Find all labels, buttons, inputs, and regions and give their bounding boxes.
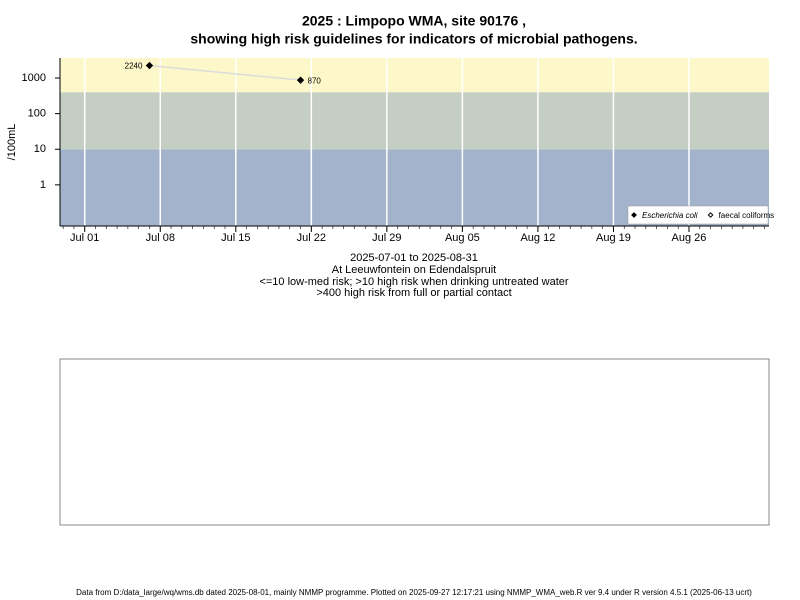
- x-tick-label: Jul 29: [372, 232, 401, 244]
- legend-marker: [631, 212, 637, 218]
- x-tick-label: Aug 19: [596, 232, 631, 244]
- x-tick-label: Jul 01: [70, 232, 99, 244]
- x-tick-label: Aug 12: [520, 232, 555, 244]
- y-tick-label: 1000: [22, 72, 46, 84]
- legend-label: Escherichia coli: [642, 211, 698, 220]
- note: >400 high risk from full or partial cont…: [316, 287, 511, 299]
- point: [145, 61, 154, 70]
- y-axis-label: /100mL: [6, 124, 18, 161]
- x-tick-label: Jul 22: [297, 232, 326, 244]
- legend-box: [627, 205, 769, 225]
- point: [296, 76, 305, 84]
- x-tick-label: Jul 15: [221, 232, 250, 244]
- legend-label: faecal coliforms: [719, 211, 775, 220]
- y-tick-label: 1: [40, 179, 46, 191]
- x-tick-label: Aug 26: [672, 232, 707, 244]
- data-label: 2240: [125, 62, 143, 71]
- risk-band: [60, 92, 769, 150]
- empty-panel: [59, 358, 770, 526]
- note: At Leeuwfontein on Edendalspruit: [332, 264, 497, 276]
- risk-band: [60, 58, 769, 93]
- legend: Escherichia coli faecal coliforms: [627, 205, 775, 225]
- chart-title: 2025 : Limpopo WMA, site 90176 ,: [302, 13, 526, 29]
- note: 2025-07-01 to 2025-08-31: [350, 252, 478, 264]
- note: <=10 low-med risk; >10 high risk when dr…: [259, 276, 568, 288]
- footer: Data from D:/data_large/wq/wms.db dated …: [76, 588, 752, 597]
- chart-title: showing high risk guidelines for indicat…: [190, 31, 637, 47]
- y-tick-label: 10: [34, 143, 46, 155]
- x-tick-label: Aug 05: [445, 232, 480, 244]
- x-tick-label: Jul 08: [146, 232, 175, 244]
- y-tick-label: 100: [28, 108, 46, 120]
- data-label: 870: [308, 76, 322, 85]
- series-line: [149, 64, 301, 81]
- legend-marker: [707, 212, 714, 218]
